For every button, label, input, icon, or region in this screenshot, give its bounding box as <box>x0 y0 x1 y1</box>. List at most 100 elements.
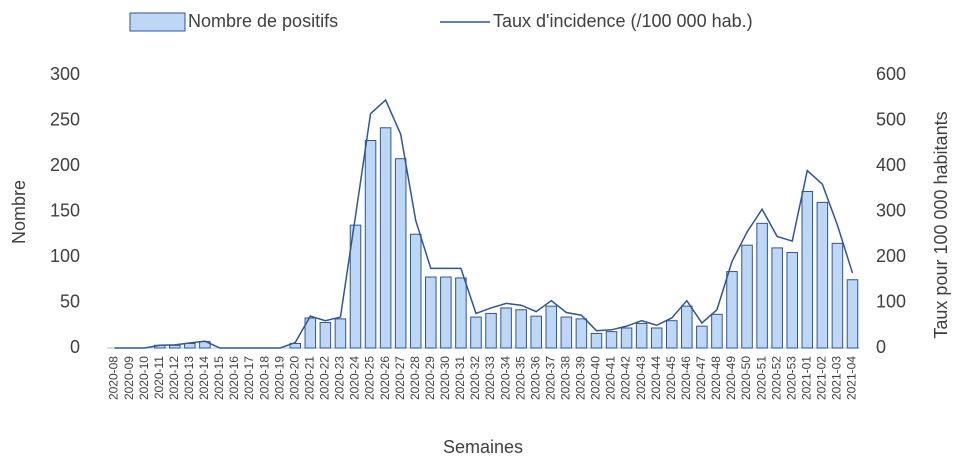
x-tick-label: 2020-16 <box>227 356 241 400</box>
x-tick-label: 2020-38 <box>559 356 573 400</box>
bar <box>696 325 708 349</box>
bar <box>620 327 633 349</box>
x-tick-label: 2020-25 <box>363 356 377 400</box>
x-tick-label: 2020-11 <box>152 356 166 399</box>
x-tick-label: 2021-04 <box>845 356 859 400</box>
x-tick-label: 2021-03 <box>830 356 844 400</box>
y2-tick-label: 600 <box>876 64 906 84</box>
bar <box>681 305 693 349</box>
x-tick-label: 2020-20 <box>287 356 301 400</box>
x-tick-label: 2020-09 <box>122 356 136 400</box>
x-tick-label: 2020-33 <box>483 356 497 400</box>
x-tick-label: 2020-51 <box>754 356 768 400</box>
x-axis-label: Semaines <box>443 437 523 457</box>
bar <box>786 251 799 349</box>
x-tick-label: 2020-17 <box>242 356 256 400</box>
x-tick-label: 2020-13 <box>182 356 196 400</box>
x-tick-label: 2020-18 <box>257 356 271 400</box>
y2-tick-label: 0 <box>876 337 886 357</box>
bar <box>440 276 452 349</box>
y2-tick-label: 200 <box>876 246 906 266</box>
bar <box>665 320 678 349</box>
x-tick-label: 2020-21 <box>302 356 316 400</box>
x-tick-label: 2020-42 <box>619 356 633 400</box>
y-tick-label: 200 <box>50 155 80 175</box>
x-tick-label: 2020-23 <box>333 356 347 400</box>
line <box>114 98 854 349</box>
x-tick-label: 2021-02 <box>815 356 829 400</box>
y-tick-label: 50 <box>60 291 80 311</box>
x-tick-label: 2020-28 <box>408 356 422 400</box>
x-tick-label: 2020-44 <box>649 356 663 400</box>
x-tick-label: 2020-27 <box>393 356 407 400</box>
bar <box>485 312 497 349</box>
x-tick-label: 2020-37 <box>543 356 557 400</box>
x-tick-label: 2020-50 <box>739 356 753 400</box>
bar <box>816 201 829 349</box>
bar <box>560 316 573 349</box>
bar <box>364 140 377 349</box>
bar <box>575 318 588 349</box>
x-tick-label: 2020-46 <box>679 356 693 400</box>
x-tick-label: 2020-31 <box>453 356 467 400</box>
x-tick-label: 2020-40 <box>589 356 603 400</box>
bar <box>590 332 603 349</box>
bar <box>455 277 467 349</box>
x-tick-label: 2020-24 <box>348 356 362 400</box>
y2-tick-label: 400 <box>876 155 906 175</box>
x-tick-label: 2020-43 <box>634 356 648 400</box>
bar <box>726 271 738 349</box>
x-tick-label: 2020-30 <box>438 356 452 400</box>
x-tick-label: 2020-12 <box>167 356 181 400</box>
bar <box>711 313 723 349</box>
bar <box>304 317 317 349</box>
x-tick-label: 2020-53 <box>784 356 798 400</box>
x-tick-label: 2020-32 <box>468 356 482 400</box>
y2-tick-label: 100 <box>876 291 906 311</box>
x-tick-label: 2020-48 <box>709 356 723 400</box>
x-tick-label: 2021-01 <box>799 356 813 400</box>
x-tick-label: 2020-47 <box>694 356 708 400</box>
x-tick-label: 2020-10 <box>137 356 151 400</box>
bar <box>771 247 783 349</box>
y-tick-label: 150 <box>50 200 80 220</box>
x-tick-label: 2020-39 <box>574 356 588 400</box>
bar <box>756 222 768 349</box>
y-tick-label: 250 <box>50 109 80 129</box>
x-tick-label: 2020-41 <box>604 356 618 400</box>
y-tick-label: 0 <box>70 337 80 357</box>
bar <box>379 127 392 349</box>
bar <box>741 244 753 349</box>
bar <box>545 305 558 349</box>
bar <box>801 190 814 349</box>
x-tick-label: 2020-26 <box>378 356 392 400</box>
y2-tick-label: 500 <box>876 109 906 129</box>
bar <box>409 233 422 349</box>
bar <box>349 224 362 349</box>
y2-tick-label: 300 <box>876 200 906 220</box>
bar <box>334 318 347 349</box>
bar <box>635 322 648 349</box>
legend-label: Taux d'incidence (/100 000 hab.) <box>493 11 753 31</box>
y-axis-label: Nombre <box>9 180 29 244</box>
y-tick-label: 300 <box>50 64 80 84</box>
bar <box>425 276 437 349</box>
x-tick-label: 2020-15 <box>212 356 226 400</box>
bar <box>168 344 181 349</box>
x-tick-label: 2020-08 <box>107 356 121 400</box>
bar <box>394 158 407 349</box>
x-tick-label: 2020-45 <box>664 356 678 400</box>
bar <box>650 327 663 349</box>
bar <box>319 322 332 349</box>
bar <box>500 307 512 349</box>
x-tick-label: 2020-49 <box>724 356 738 400</box>
x-tick-label: 2020-52 <box>769 356 783 400</box>
bar <box>530 315 542 349</box>
y2-axis-label: Taux pour 100 000 habitants <box>931 111 951 338</box>
bar <box>470 316 482 349</box>
bar <box>846 279 859 349</box>
legend-label: Nombre de positifs <box>188 11 338 31</box>
bar <box>831 242 844 349</box>
y-tick-label: 100 <box>50 246 80 266</box>
